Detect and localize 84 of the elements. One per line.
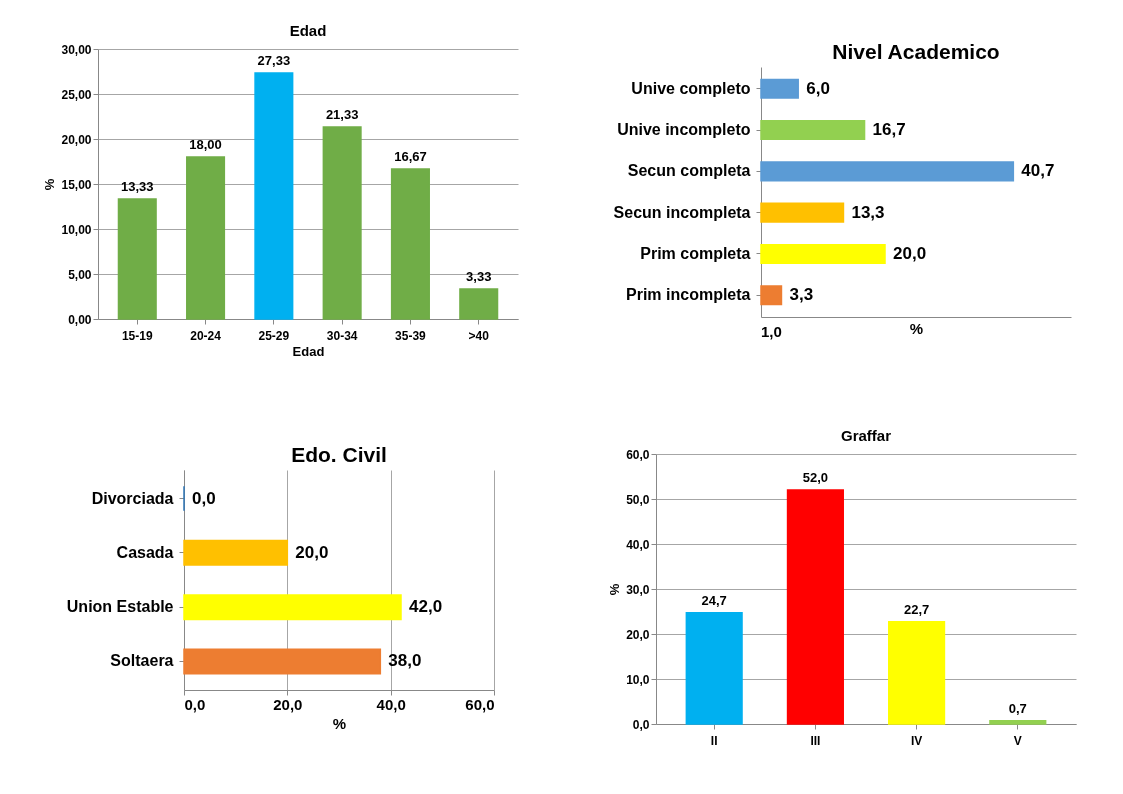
x-tick-label: 35-39 [395, 328, 427, 342]
data-label: 42,0 [409, 596, 443, 616]
bar [760, 202, 845, 223]
chart-title: Nivel Academico [832, 39, 1000, 63]
y-tick-label: 0,00 [68, 312, 92, 326]
y-tick-label: 20,00 [61, 132, 92, 146]
y-tick-label: Union Estable [66, 597, 174, 615]
data-label: 27,33 [257, 52, 291, 68]
bar [322, 125, 362, 320]
y-tick-label: 10,0 [625, 672, 650, 687]
y-axis-title: % [606, 583, 622, 596]
y-tick-label: Divorciada [91, 489, 174, 507]
data-label: 38,0 [388, 650, 422, 670]
data-label: 20,0 [295, 542, 329, 562]
data-label: 22,7 [903, 601, 929, 617]
x-axis-title: % [909, 319, 924, 336]
y-tick-label: 5,00 [68, 267, 92, 281]
x-tick-label: 0,0 [184, 695, 206, 712]
x-tick-label: 20,0 [273, 695, 303, 712]
x-tick-label: 30-34 [326, 328, 358, 342]
x-tick-label: III [809, 733, 820, 748]
data-label: 18,00 [189, 136, 222, 152]
x-tick-label: 40,0 [376, 695, 406, 712]
y-axis-title: % [42, 177, 58, 190]
bar [117, 197, 157, 320]
bar [186, 155, 226, 320]
y-tick-label: 15,00 [61, 177, 92, 191]
y-tick-label: Prim incompleta [626, 285, 751, 303]
bar [459, 287, 499, 320]
bar [988, 720, 1046, 725]
bar [760, 160, 1015, 181]
y-tick-label: 20,0 [625, 627, 650, 642]
data-label: 52,0 [802, 470, 828, 485]
bar [760, 78, 799, 99]
data-label: 0,0 [192, 488, 216, 508]
x-tick-label: >40 [468, 328, 490, 342]
data-label: 20,0 [893, 243, 927, 263]
text: 1,0 [761, 322, 782, 340]
chart-title: Graffar [840, 427, 891, 444]
data-label: 16,67 [394, 148, 427, 164]
y-tick-label: 40,0 [625, 537, 650, 552]
y-tick-label: 30,00 [61, 42, 92, 56]
x-tick-label: IV [910, 733, 922, 748]
data-label: 3,33 [466, 268, 492, 284]
x-axis-title: % [332, 714, 347, 731]
chart-title: Edo. Civil [291, 442, 387, 466]
y-tick-label: Unive incompleto [617, 120, 751, 138]
y-tick-label: 50,0 [625, 492, 650, 507]
bar [760, 284, 783, 305]
data-label: 13,33 [120, 178, 154, 194]
y-tick-label: Unive completo [631, 79, 751, 97]
x-axis-title: Edad [292, 343, 325, 358]
bar [760, 243, 886, 264]
data-label: 13,3 [851, 202, 885, 222]
x-tick-label: V [1013, 733, 1022, 748]
bar [887, 621, 945, 725]
bar [685, 612, 743, 725]
x-tick-label: 25-29 [258, 328, 290, 342]
data-label: 3,3 [789, 284, 814, 304]
y-tick-label: 60,0 [625, 447, 650, 462]
y-tick-label: 0,0 [632, 717, 650, 732]
data-label: 40,7 [1021, 160, 1055, 180]
data-label: 16,7 [872, 119, 906, 139]
bar [786, 489, 844, 725]
y-tick-label: 10,00 [61, 222, 92, 236]
y-tick-label: Secun completa [627, 161, 751, 179]
y-tick-label: Secun incompleta [613, 203, 751, 221]
data-label: 0,7 [1008, 700, 1027, 716]
y-tick-label: Casada [116, 543, 174, 561]
data-label: 6,0 [806, 78, 830, 98]
x-tick-label: 60,0 [465, 695, 495, 712]
y-tick-label: Soltaera [110, 651, 174, 669]
y-tick-label: Prim completa [640, 244, 751, 262]
x-tick-label: 15-19 [121, 328, 153, 342]
y-tick-label: 30,0 [625, 582, 650, 597]
y-tick-label: 25,00 [61, 87, 92, 101]
chart-title: Edad [289, 21, 327, 39]
data-label: 24,7 [701, 592, 727, 608]
x-tick-label: 20-24 [190, 328, 222, 342]
data-label: 21,33 [325, 106, 359, 122]
bar [254, 71, 294, 320]
bar [760, 119, 866, 140]
x-tick-label: II [710, 733, 718, 748]
bar [390, 167, 430, 320]
